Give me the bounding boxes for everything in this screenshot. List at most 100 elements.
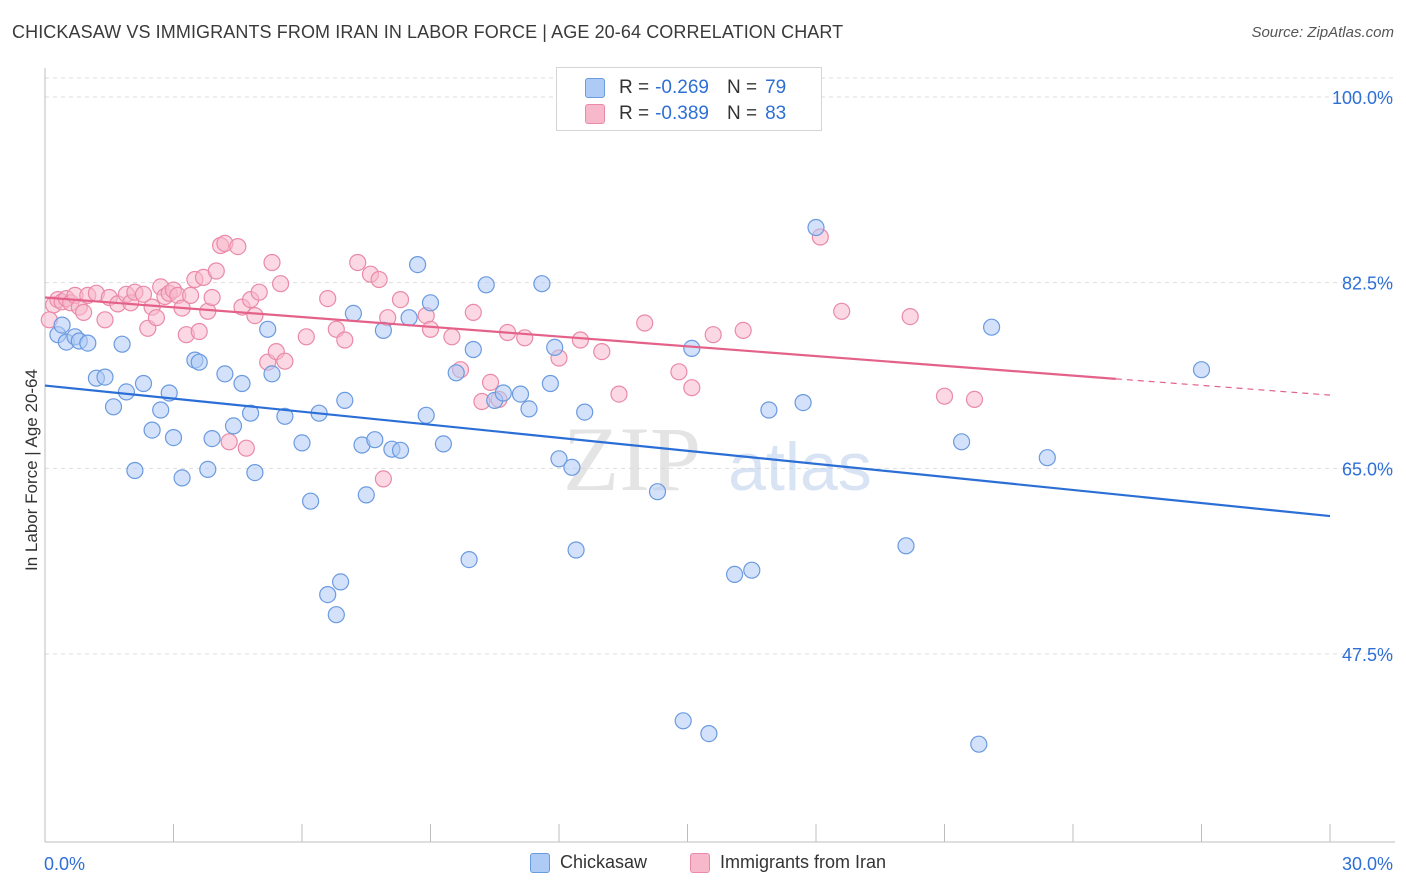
y-tick-label: 65.0% — [1342, 459, 1393, 479]
r-value: -0.389 — [655, 103, 709, 124]
chickasaw-point — [104, 398, 123, 416]
chickasaw-point — [319, 585, 337, 604]
iran-point — [734, 321, 752, 339]
iran-legend-label: Immigrants from Iran — [720, 852, 887, 872]
chickasaw-point — [344, 304, 362, 322]
watermark: ZIP atlas — [563, 408, 872, 510]
iran-point — [319, 290, 337, 308]
source-credit: Source: ZipAtlas.com — [1251, 24, 1394, 41]
iran-point — [349, 253, 367, 272]
chickasaw-point — [1192, 361, 1211, 379]
chickasaw-point — [417, 406, 435, 424]
y-tick-label: 82.5% — [1342, 274, 1393, 294]
grid-layer — [45, 77, 1395, 655]
iran-point — [220, 433, 238, 451]
chart-title: CHICKASAW VS IMMIGRANTS FROM IRAN IN LAB… — [12, 22, 844, 42]
chickasaw-point — [117, 383, 136, 401]
chickasaw-point — [460, 550, 478, 569]
chickasaw-point — [511, 385, 530, 403]
iran-point — [670, 363, 688, 381]
chickasaw-point — [259, 320, 277, 338]
chickasaw-point — [674, 712, 692, 730]
n-value: 83 — [765, 103, 787, 124]
iran-point — [203, 288, 221, 307]
chickasaw-point — [447, 364, 465, 382]
iran-point — [481, 373, 500, 391]
chickasaw-point — [113, 335, 131, 353]
iran-point — [207, 262, 225, 280]
n-value: 79 — [765, 77, 787, 98]
chickasaw-point — [126, 461, 144, 480]
chickasaw-point — [242, 404, 260, 422]
iran-point — [272, 275, 290, 293]
chickasaw-point — [1038, 449, 1056, 467]
trend-layer — [44, 296, 1331, 518]
chickasaw-point — [327, 606, 345, 624]
iran-trend-line-extension — [1115, 378, 1331, 396]
n-label: N = — [726, 103, 758, 124]
chickasaw-point — [567, 541, 585, 559]
watermark-zip: ZIP — [563, 408, 701, 510]
iran-point — [901, 308, 919, 326]
bottom-legend-chickasaw: Chickasaw — [530, 852, 647, 873]
chickasaw-point — [143, 421, 161, 439]
y-tick-label: 47.5% — [1342, 645, 1393, 665]
iran-point — [370, 270, 388, 289]
chickasaw-point — [302, 492, 320, 510]
chickasaw-point — [494, 384, 512, 402]
iran-point — [443, 328, 461, 346]
chickasaw-point — [332, 573, 350, 591]
iran-trend-line — [44, 296, 1116, 380]
iran-point — [190, 322, 208, 341]
iran-point — [74, 303, 93, 321]
iran-point — [276, 352, 294, 370]
iran-point — [182, 286, 200, 304]
chickasaw-point — [152, 401, 170, 419]
chickasaw-swatch — [585, 78, 605, 98]
iran-point — [134, 285, 153, 303]
iran-point — [263, 253, 281, 272]
chickasaw-point — [357, 486, 375, 504]
chickasaw-point — [233, 374, 251, 393]
chickasaw-point — [683, 339, 701, 357]
chickasaw-point — [276, 407, 294, 425]
iran-point — [250, 283, 268, 301]
iran-point — [610, 385, 628, 403]
legend-row-iran: R = -0.389 N = 83 — [585, 100, 786, 128]
y-tick-label: 100.0% — [1332, 88, 1393, 108]
chickasaw-point — [807, 218, 825, 237]
iran-point — [636, 314, 654, 332]
r-label: R = — [619, 77, 650, 98]
iran-point — [237, 439, 255, 457]
chickasaw-point — [970, 735, 988, 753]
chickasaw-point — [336, 391, 354, 409]
axes — [44, 68, 1395, 843]
bottom-legend-iran: Immigrants from Iran — [690, 852, 886, 873]
chickasaw-point — [794, 394, 812, 412]
iran-swatch — [585, 104, 605, 124]
chickasaw-point — [576, 403, 594, 421]
chickasaw-point — [391, 441, 410, 459]
tick-labels: 47.5% 65.0% 82.5% 100.0% 0.0% 30.0% — [44, 88, 1393, 874]
chickasaw-point — [533, 275, 551, 293]
y-axis-label: In Labor Force | Age 20-64 — [22, 369, 41, 571]
chickasaw-point — [421, 294, 440, 312]
chickasaw-point — [96, 368, 114, 386]
chickasaw-point — [374, 321, 392, 339]
chickasaw-point — [520, 400, 538, 418]
r-label: R = — [619, 103, 650, 124]
iran-point — [593, 343, 611, 361]
chickasaw-point — [550, 450, 568, 468]
chickasaw-point — [546, 338, 564, 356]
chickasaw-point — [293, 434, 311, 452]
iran-point — [147, 309, 165, 327]
chickasaw-point — [897, 537, 915, 555]
iran-point — [571, 331, 590, 349]
chickasaw-point — [700, 724, 718, 743]
chickasaw-point — [563, 458, 581, 476]
iran-point — [96, 311, 114, 329]
iran-point — [965, 390, 984, 408]
iran-point — [464, 303, 482, 321]
chickasaw-point — [53, 316, 71, 334]
